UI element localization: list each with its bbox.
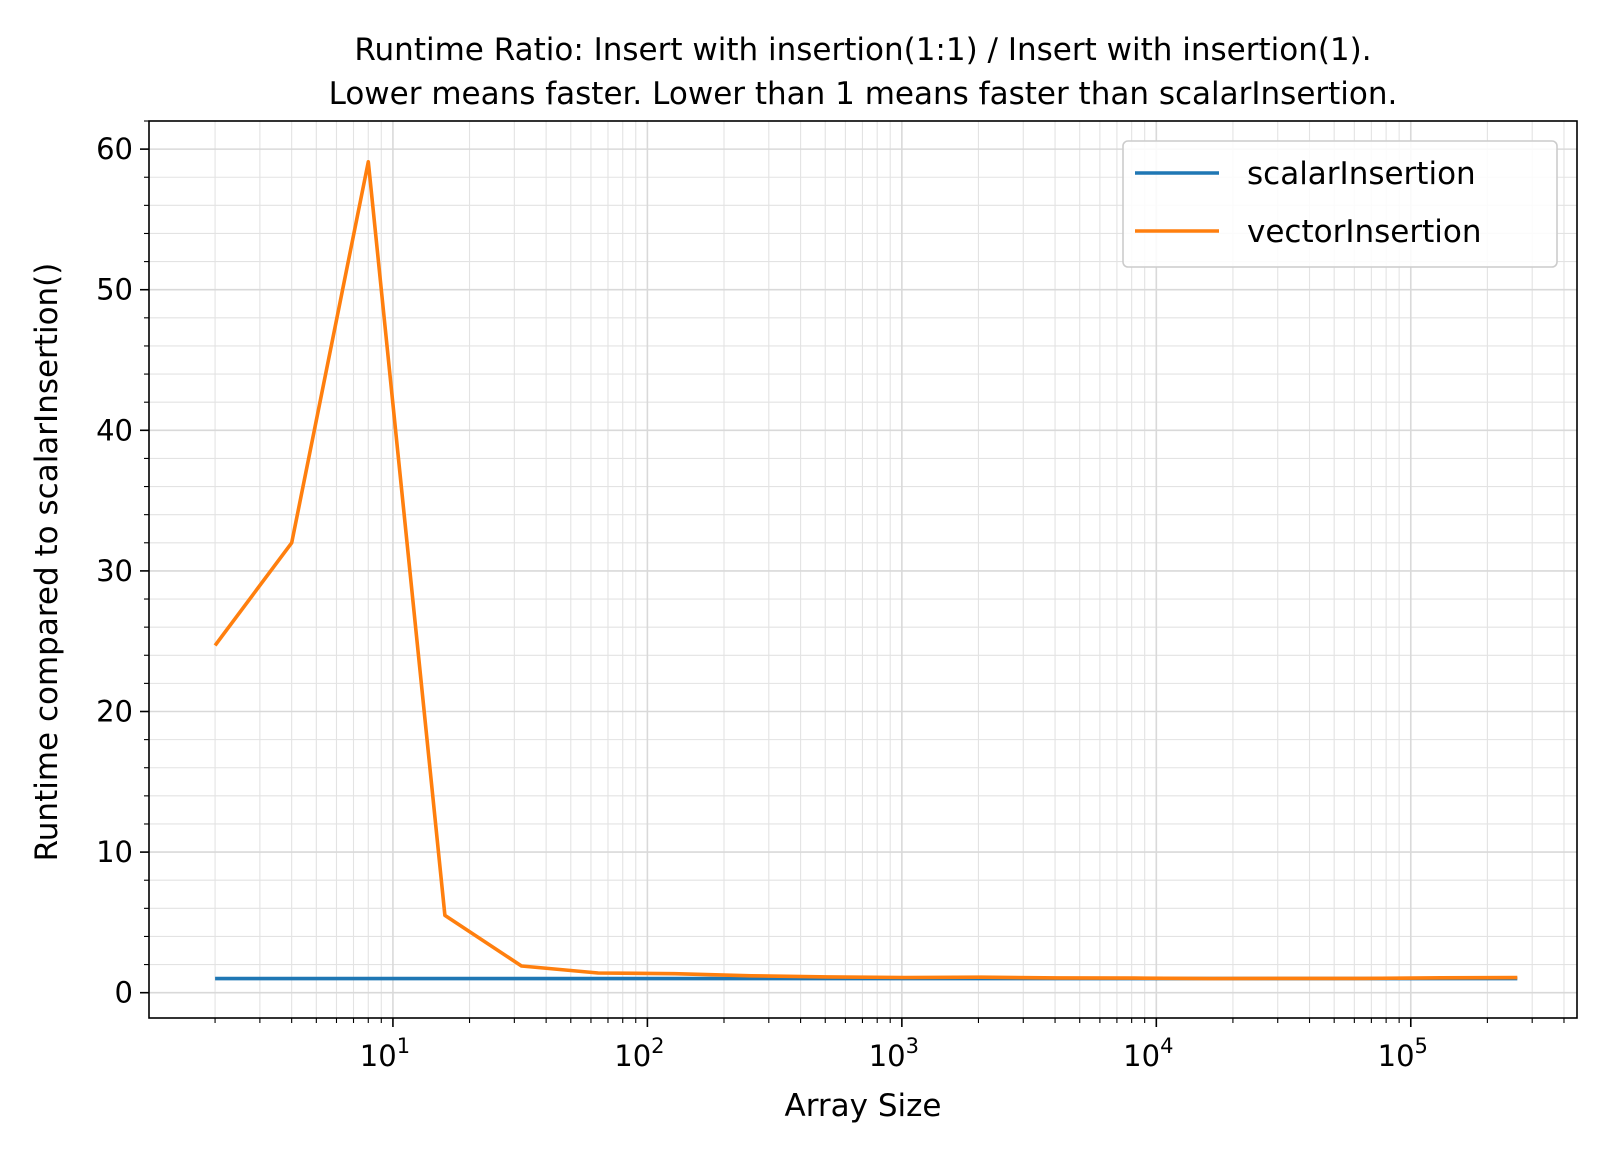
- x-tick-label-exponent: 1: [397, 1034, 410, 1058]
- x-tick-label-exponent: 4: [1160, 1034, 1173, 1058]
- x-axis-ticks: 101 102 103 104 105: [214, 1018, 1565, 1073]
- y-tick-label: 40: [96, 413, 133, 447]
- y-axis-ticks: 0 10 20 30 40 50 60: [96, 120, 149, 1010]
- chart-title-line-1: Runtime Ratio: Insert with insertion(1:1…: [354, 32, 1371, 68]
- x-tick-label: 105: [1378, 1034, 1428, 1073]
- x-tick-label-exponent: 3: [906, 1034, 919, 1058]
- x-tick-label: 104: [1123, 1034, 1173, 1073]
- y-tick-label: 50: [96, 273, 133, 307]
- x-tick-label-base: 10: [614, 1039, 651, 1073]
- x-tick-label-base: 10: [1123, 1039, 1160, 1073]
- x-tick-label-exponent: 5: [1415, 1034, 1428, 1058]
- x-tick-label-base: 10: [869, 1039, 906, 1073]
- y-tick-label: 10: [96, 835, 133, 869]
- x-tick-label-base: 10: [360, 1039, 397, 1073]
- x-tick-label-exponent: 2: [651, 1034, 664, 1058]
- legend: scalarInsertion vectorInsertion: [1122, 140, 1558, 268]
- legend-label-scalarInsertion: scalarInsertion: [1247, 156, 1476, 192]
- series-line-vectorInsertion: [213, 160, 1518, 981]
- x-tick-label-base: 10: [1378, 1039, 1415, 1073]
- chart-title-line-2: Lower means faster. Lower than 1 means f…: [329, 76, 1398, 112]
- minor-gridlines: [149, 120, 1577, 1018]
- y-tick-label: 0: [115, 976, 133, 1010]
- x-axis-label: Array Size: [785, 1088, 942, 1124]
- y-tick-label: 60: [96, 132, 133, 166]
- legend-label-vectorInsertion: vectorInsertion: [1247, 214, 1481, 250]
- plot-area-frame: [148, 120, 1578, 1019]
- y-tick-label: 20: [96, 695, 133, 729]
- x-tick-label: 102: [614, 1034, 664, 1073]
- x-tick-label: 101: [360, 1034, 410, 1073]
- y-axis-label: Runtime compared to scalarInsertion(): [29, 263, 65, 862]
- y-tick-label: 30: [96, 554, 133, 588]
- series-lines: [213, 160, 1518, 981]
- legend-box: [1122, 140, 1558, 268]
- x-tick-label: 103: [869, 1034, 919, 1073]
